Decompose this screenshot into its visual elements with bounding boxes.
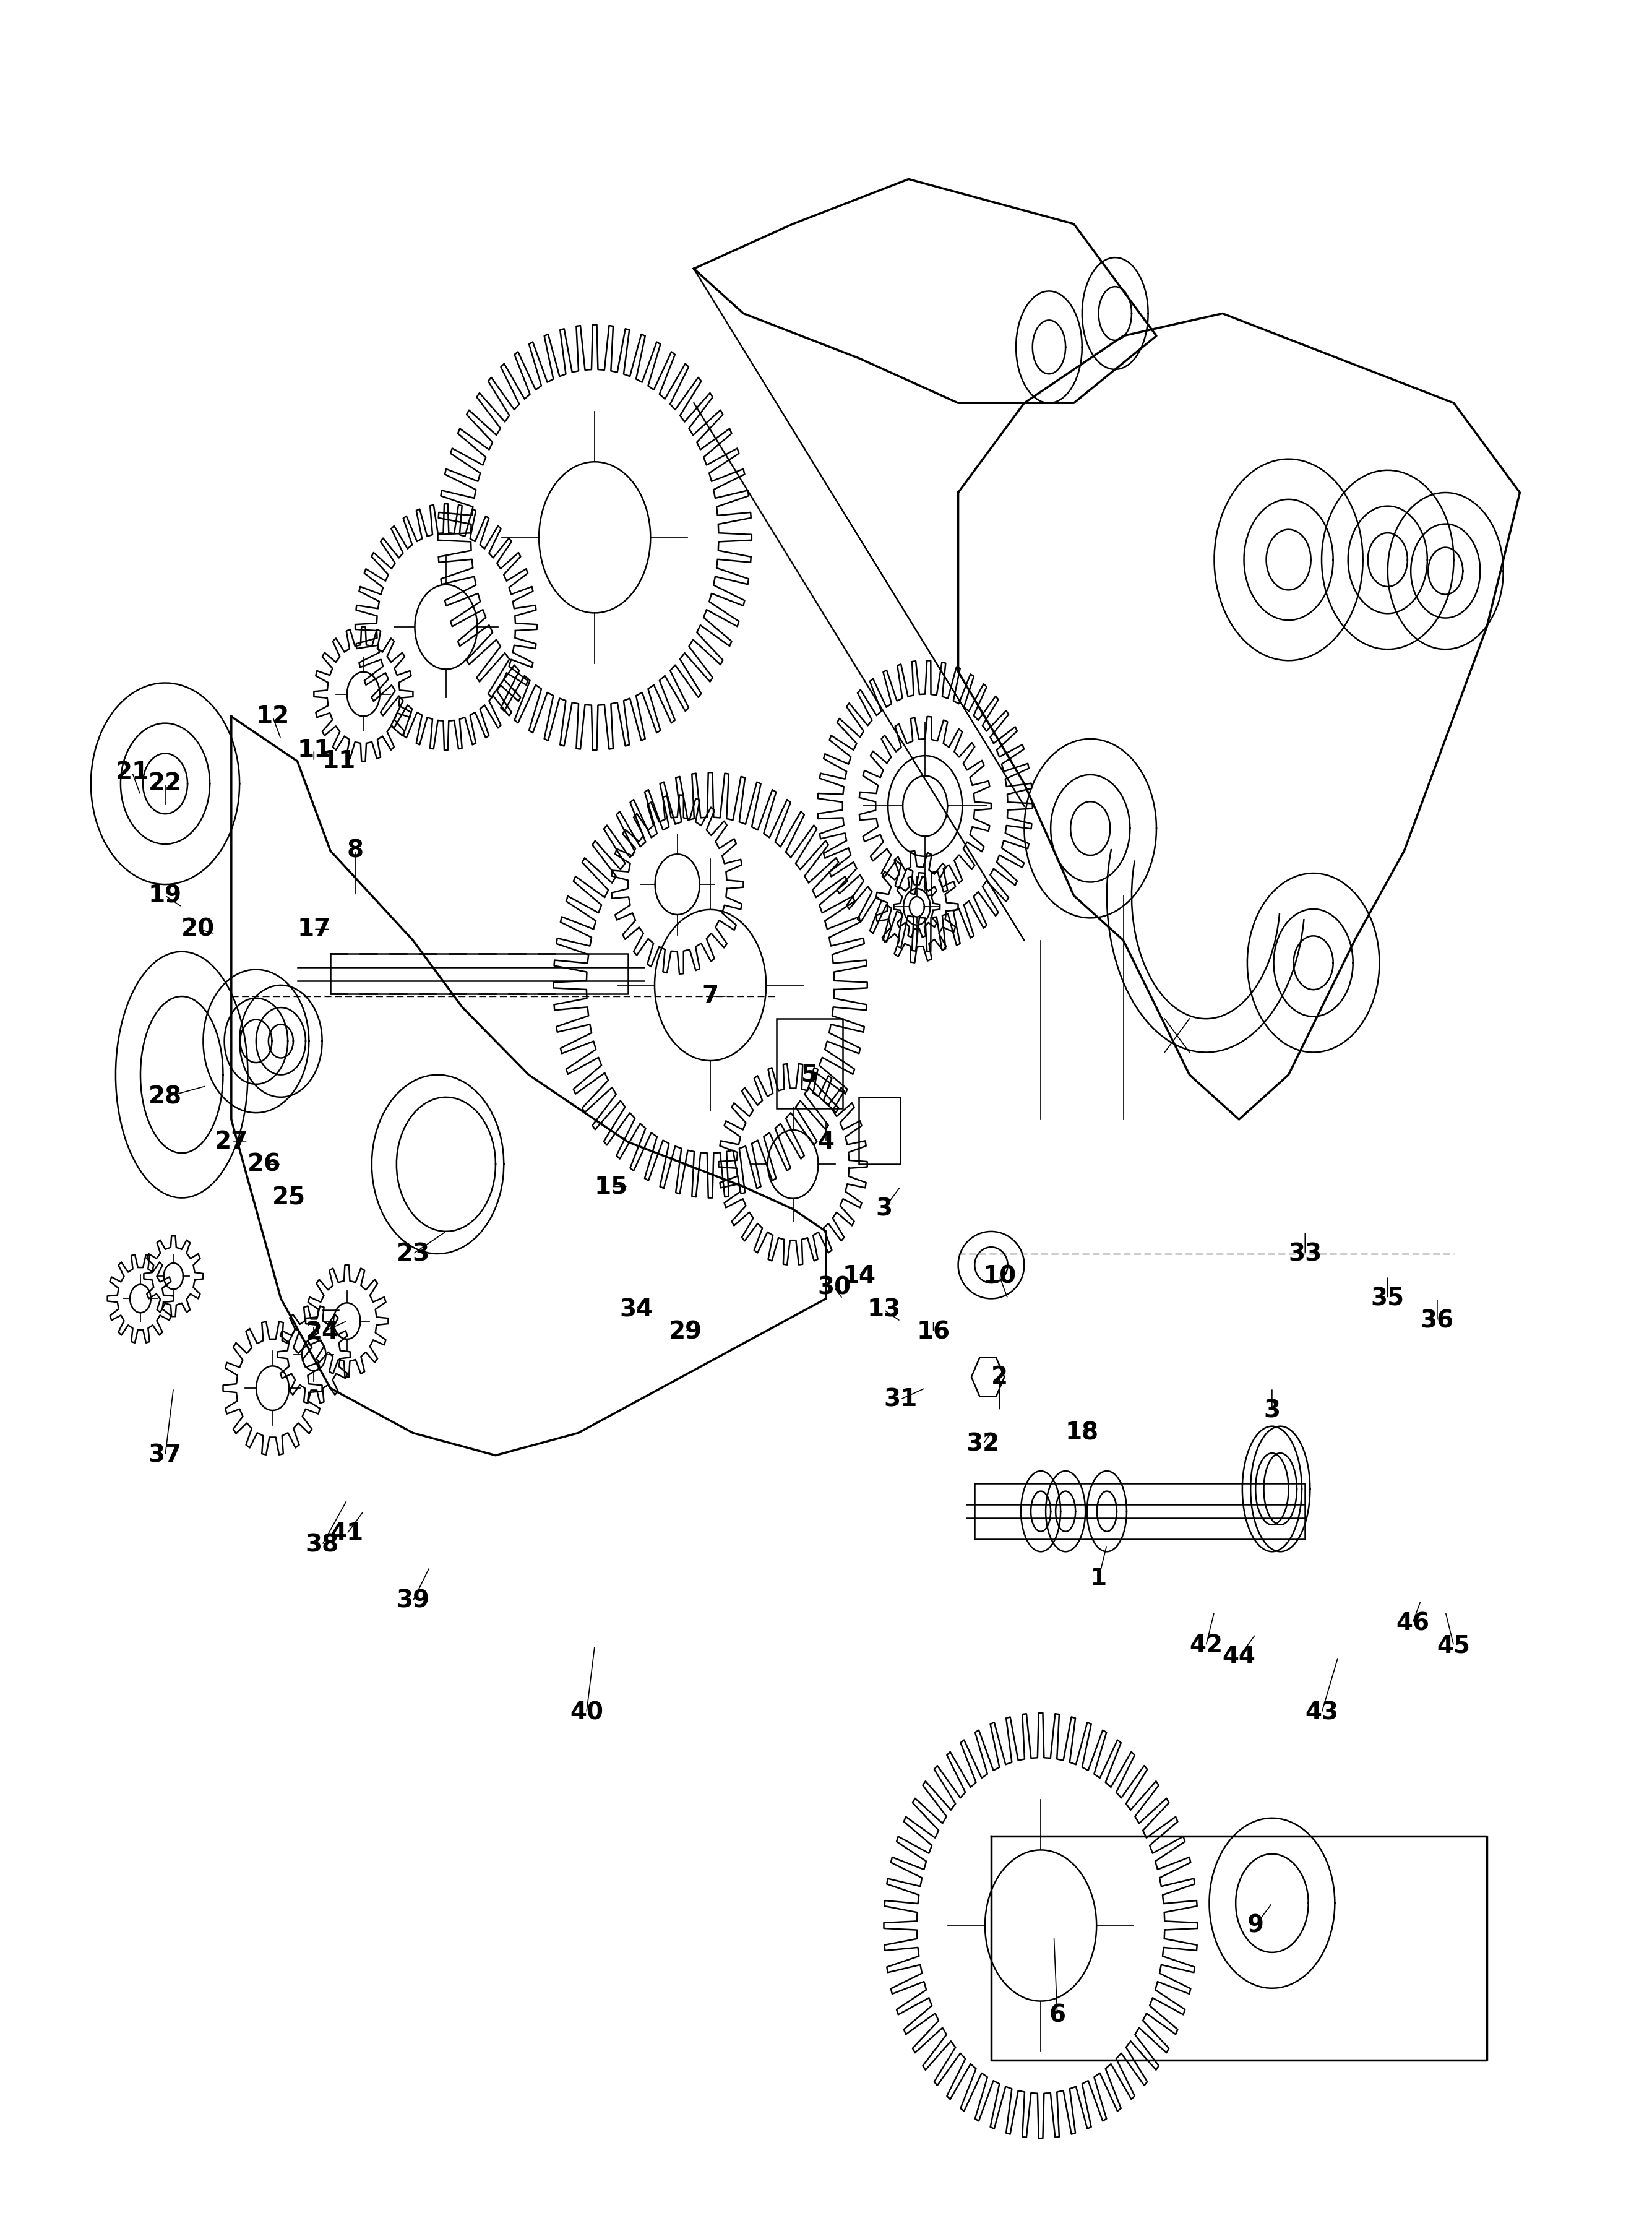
Text: 22: 22 [149,772,182,795]
Text: 3: 3 [1264,1399,1280,1422]
Text: 34: 34 [620,1299,653,1321]
Text: 29: 29 [669,1321,702,1343]
Text: 40: 40 [570,1702,603,1724]
Text: 24: 24 [306,1321,339,1343]
Text: 42: 42 [1189,1634,1222,1657]
Text: 6: 6 [1049,2004,1066,2026]
Text: 39: 39 [396,1590,430,1612]
Text: 23: 23 [396,1243,430,1265]
Text: 15: 15 [595,1175,628,1198]
Text: 21: 21 [116,761,149,784]
Text: 27: 27 [215,1131,248,1153]
Text: 36: 36 [1421,1310,1454,1332]
Text: 19: 19 [149,884,182,907]
Text: 33: 33 [1289,1243,1322,1265]
Text: 35: 35 [1371,1287,1404,1310]
Text: 7: 7 [702,985,719,1008]
Text: 43: 43 [1305,1702,1338,1724]
Bar [859,1097,900,1164]
Text: 3: 3 [876,1198,892,1220]
Text: 37: 37 [149,1444,182,1467]
Text: 41: 41 [330,1523,363,1545]
Text: 18: 18 [1066,1422,1099,1444]
Text: 17: 17 [297,918,330,940]
Text: 13: 13 [867,1299,900,1321]
Text: 25: 25 [273,1187,306,1209]
Bar [776,1019,843,1108]
Text: 44: 44 [1222,1646,1256,1668]
Text: 31: 31 [884,1388,917,1411]
Text: 4: 4 [818,1131,834,1153]
Text: 11: 11 [322,750,355,772]
Text: 32: 32 [966,1433,999,1455]
Text: 8: 8 [347,840,363,862]
Text: 11: 11 [297,739,330,761]
Text: 30: 30 [818,1276,851,1299]
Text: 16: 16 [917,1321,950,1343]
Text: 26: 26 [248,1153,281,1175]
Text: 46: 46 [1396,1612,1429,1634]
Text: 1: 1 [1090,1567,1107,1590]
Text: 10: 10 [983,1265,1016,1287]
Text: 20: 20 [182,918,215,940]
Text: 14: 14 [843,1265,876,1287]
Text: 5: 5 [801,1064,818,1086]
Text: 2: 2 [991,1366,1008,1388]
Text: 12: 12 [256,705,289,728]
Text: 45: 45 [1437,1634,1470,1657]
Text: 38: 38 [306,1534,339,1556]
Text: 9: 9 [1247,1914,1264,1937]
Text: 28: 28 [149,1086,182,1108]
